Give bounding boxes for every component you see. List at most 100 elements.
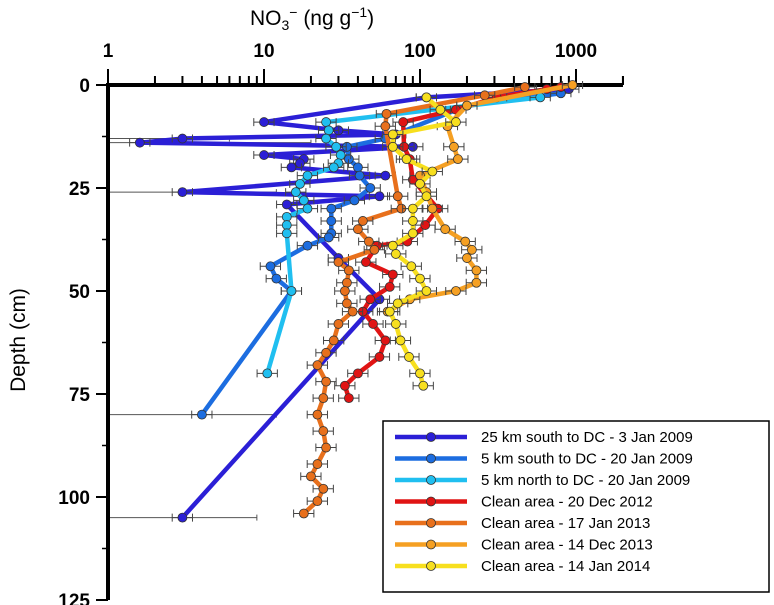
legend-label: 5 km north to DC - 20 Jan 2009 — [481, 472, 690, 489]
legend-marker — [426, 539, 436, 550]
data-point — [281, 228, 292, 239]
data-point — [392, 191, 403, 202]
data-point — [312, 459, 323, 469]
data-point — [374, 352, 385, 362]
x-tick-label: 1000 — [555, 41, 597, 62]
data-point — [453, 154, 463, 165]
data-point — [380, 121, 391, 132]
data-point — [306, 471, 316, 482]
data-point — [134, 137, 145, 148]
data-point — [440, 224, 451, 235]
legend-label: Clean area - 20 Dec 2012 — [481, 494, 653, 511]
data-point — [427, 166, 438, 177]
data-point — [387, 129, 398, 140]
data-point — [312, 409, 323, 420]
data-point — [567, 80, 578, 90]
legend-box — [382, 420, 770, 593]
y-tick-label: 100 — [58, 488, 90, 509]
data-point — [177, 187, 188, 198]
data-point — [265, 261, 276, 272]
data-point — [318, 483, 329, 494]
series-line — [200, 91, 562, 416]
data-point — [197, 409, 207, 420]
legend-label: Clean area - 17 Jan 2013 — [481, 515, 650, 532]
data-point — [177, 512, 188, 523]
data-point — [387, 141, 398, 152]
data-point — [390, 249, 401, 259]
data-point — [392, 298, 403, 309]
data-point — [407, 203, 418, 214]
data-point — [368, 319, 378, 329]
data-point — [295, 178, 305, 189]
data-point — [323, 125, 334, 136]
data-point — [353, 162, 363, 173]
data-point — [318, 426, 329, 436]
data-point — [298, 508, 309, 519]
data-point — [342, 277, 352, 288]
y-tick-label: 0 — [79, 76, 90, 97]
data-point — [390, 319, 401, 329]
data-point — [365, 183, 376, 193]
data-point — [328, 162, 339, 173]
data-point — [326, 216, 337, 226]
data-point — [387, 269, 398, 280]
x-tick-label: 10 — [253, 41, 274, 62]
data-point — [321, 117, 331, 127]
data-point — [415, 368, 425, 379]
data-point — [333, 319, 344, 329]
data-point — [347, 306, 358, 317]
data-point — [401, 154, 412, 165]
data-point — [420, 220, 431, 230]
y-axis-title: Depth (cm) — [7, 288, 30, 392]
data-point — [333, 257, 344, 268]
legend-marker — [426, 475, 436, 485]
data-point — [435, 104, 446, 115]
data-point — [177, 133, 188, 144]
data-point — [259, 117, 269, 127]
data-point — [519, 82, 530, 92]
data-point — [462, 253, 472, 263]
data-point — [286, 286, 297, 296]
data-point — [302, 240, 313, 251]
data-point — [281, 220, 292, 230]
data-point — [321, 376, 331, 387]
data-point — [380, 170, 391, 181]
data-point — [384, 281, 395, 292]
data-point — [281, 199, 292, 210]
data-point — [262, 368, 273, 379]
data-point — [363, 236, 374, 247]
data-point — [418, 380, 429, 391]
data-point — [415, 273, 425, 284]
data-point — [415, 178, 425, 189]
x-tick-label: 1 — [103, 41, 114, 62]
data-point — [361, 257, 371, 268]
data-point — [353, 368, 363, 379]
data-point — [326, 203, 337, 214]
data-point — [312, 496, 323, 507]
data-point — [407, 228, 418, 239]
data-point — [343, 265, 354, 276]
legend-marker — [426, 496, 436, 507]
data-point — [471, 277, 482, 288]
legend-label: 5 km south to DC - 20 Jan 2009 — [481, 451, 693, 468]
data-point — [398, 117, 409, 127]
data-point — [421, 92, 432, 103]
data-point — [451, 286, 461, 296]
y-tick-label: 75 — [69, 385, 91, 406]
legend-marker — [426, 432, 436, 442]
data-point — [466, 244, 477, 255]
data-point — [406, 261, 417, 272]
data-point — [353, 224, 363, 235]
series-3 — [256, 92, 551, 379]
series-5 — [293, 82, 536, 519]
data-point — [460, 236, 471, 247]
data-point — [343, 393, 354, 404]
y-tick-label: 125 — [58, 591, 90, 605]
data-point — [331, 141, 342, 152]
data-point — [449, 141, 459, 152]
data-point — [384, 306, 395, 317]
data-point — [302, 203, 313, 214]
data-point — [365, 294, 376, 305]
data-point — [395, 335, 406, 346]
